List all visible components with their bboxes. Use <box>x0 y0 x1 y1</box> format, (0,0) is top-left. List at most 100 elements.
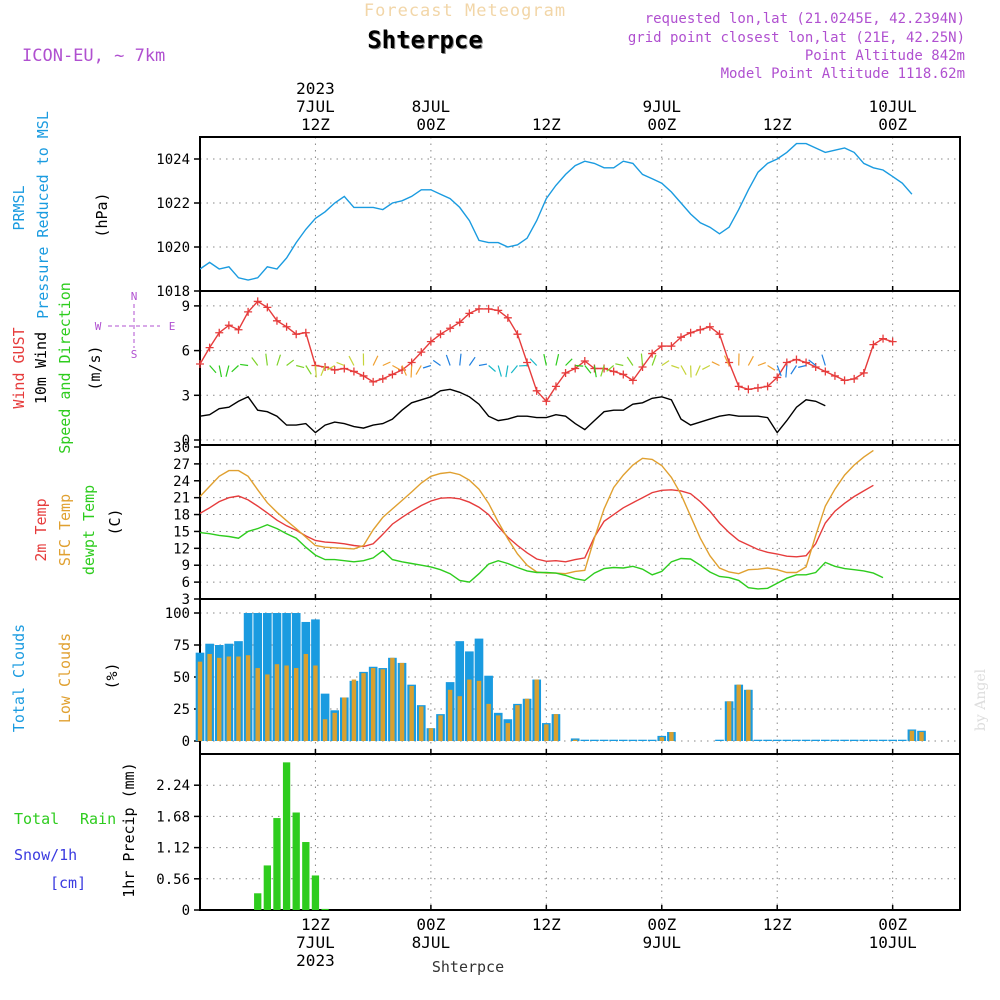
low-cloud-bar <box>438 715 443 741</box>
bottom-tick-label: 10JUL <box>869 933 917 952</box>
gust-point <box>272 316 281 325</box>
precip-ytick-label: 2.24 <box>156 778 190 794</box>
wind-direction-arrow <box>600 365 605 377</box>
gust-point <box>667 342 676 351</box>
gust-point <box>744 385 753 394</box>
bottom-tick-label: 12Z <box>301 915 330 934</box>
compass-e: E <box>169 320 176 333</box>
precip-panel: 0 0.56 1.12 1.68 2.24 <box>156 753 961 919</box>
pressure-series-line <box>200 142 913 281</box>
low-cloud-bar <box>505 723 511 741</box>
wind-ytick-label: 3 <box>182 388 190 404</box>
total-cloud-bar <box>830 739 840 741</box>
gust-point <box>494 306 503 315</box>
cloud-label-1: Total Clouds <box>10 624 28 732</box>
temperature-ytick-label: 3 <box>182 592 190 608</box>
gust-point <box>503 313 512 322</box>
gust-point <box>715 330 724 339</box>
pressure-ytick-label: 1024 <box>156 152 190 168</box>
wind-unit: (m/s) <box>86 345 104 390</box>
top-tick-label: 12Z <box>532 115 561 134</box>
low-cloud-bar <box>457 696 462 741</box>
top-tick-label: 10JUL <box>869 97 917 116</box>
low-cloud-bar <box>524 698 530 741</box>
bottom-tick-label: 7JUL <box>296 933 335 952</box>
wind-direction-arrow <box>661 360 670 366</box>
gust-point <box>474 304 483 313</box>
pressure-ytick-label: 1020 <box>156 240 190 256</box>
low-cloud-bar <box>515 705 520 741</box>
gust-point <box>205 343 214 352</box>
gust-point <box>224 321 233 330</box>
low-cloud-bar <box>274 664 280 741</box>
wind-direction-arrow <box>320 365 326 377</box>
info-requested: requested lon,lat (21.0245E, 42.2394N) <box>645 11 965 27</box>
rain-bar <box>273 818 281 910</box>
low-cloud-bar <box>726 701 732 741</box>
low-cloud-bar <box>486 703 491 741</box>
pressure-panel: 1018 1020 1022 1024 <box>156 136 961 300</box>
top-tick-label: 8JUL <box>412 97 451 116</box>
low-cloud-bar <box>342 697 347 741</box>
gust-point <box>436 330 445 339</box>
top-tick-label: 00Z <box>878 115 907 134</box>
sfc-temp-series-line <box>199 449 874 575</box>
low-cloud-bar <box>669 732 674 741</box>
total-cloud-bar <box>320 693 330 741</box>
low-cloud-bar <box>351 679 357 741</box>
bottom-tick-label: 2023 <box>296 951 335 970</box>
total-cloud-bar <box>840 739 849 741</box>
wind-direction-arrow <box>336 361 345 367</box>
low-cloud-bar <box>332 712 337 741</box>
low-cloud-bar <box>207 653 212 741</box>
wind-direction-arrow <box>543 353 547 366</box>
gust-point <box>686 328 695 337</box>
pressure-ytick-label: 1018 <box>156 284 190 300</box>
wind-direction-arrow <box>640 353 644 366</box>
gust-point <box>561 368 570 377</box>
wind-direction-arrow <box>821 354 826 366</box>
low-cloud-bar <box>544 724 549 741</box>
gust-point <box>292 330 301 339</box>
total-cloud-bar <box>715 739 724 741</box>
temperature-ytick-label: 24 <box>173 474 190 490</box>
clouds-ytick-label: 25 <box>173 702 190 718</box>
clouds-ytick-label: 100 <box>165 606 190 622</box>
low-cloud-bar <box>572 739 578 741</box>
gust-point <box>763 382 772 391</box>
temp-label-3: dewpt Temp <box>80 485 98 575</box>
gust-point <box>417 348 426 357</box>
wind-direction-arrow <box>276 354 282 366</box>
wind-direction-arrow <box>798 364 807 368</box>
low-cloud-bar <box>476 680 482 741</box>
low-cloud-bar <box>293 668 299 741</box>
low-cloud-bar <box>197 661 203 741</box>
temperature-ytick-label: 27 <box>173 457 190 473</box>
low-cloud-bar <box>534 679 539 741</box>
temperature-ytick-label: 30 <box>173 440 190 456</box>
low-cloud-bar <box>659 737 664 741</box>
clouds-ytick-label: 0 <box>182 734 190 750</box>
wind-direction-arrow <box>382 361 391 367</box>
wind-direction-arrow <box>671 364 680 369</box>
wind-direction-arrow <box>410 365 413 378</box>
wind-direction-arrow <box>286 359 295 366</box>
gust-point <box>369 377 378 386</box>
gust-point <box>879 334 888 343</box>
wind-direction-arrow <box>296 364 305 369</box>
top-tick-label: 7JUL <box>296 97 335 116</box>
pressure-label-2: Pressure Reduced to MSL <box>34 111 52 319</box>
gust-point <box>234 325 243 334</box>
total-cloud-bar <box>888 739 897 741</box>
total-cloud-bar <box>849 739 859 741</box>
gust-point <box>282 322 291 331</box>
total-cloud-bar <box>609 739 618 741</box>
low-cloud-bar <box>447 689 453 741</box>
low-cloud-bar <box>553 714 559 741</box>
temperature-ytick-label: 15 <box>173 524 190 540</box>
compass-rose: N S W E <box>95 290 176 361</box>
low-cloud-bar <box>399 662 405 741</box>
total-cloud-bar <box>647 739 657 741</box>
